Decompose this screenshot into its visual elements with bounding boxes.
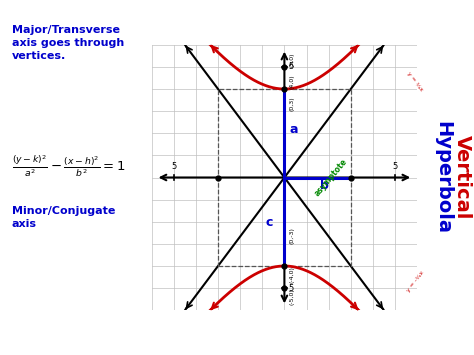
Text: 5: 5	[392, 162, 398, 171]
Text: a: a	[290, 123, 299, 136]
Text: 5: 5	[288, 62, 293, 71]
Text: Major/Transverse
axis goes through
vertices.: Major/Transverse axis goes through verti…	[12, 25, 124, 61]
Text: c: c	[265, 216, 273, 229]
Text: (0,-3): (0,-3)	[290, 227, 295, 244]
Text: Vertical: Vertical	[453, 135, 472, 220]
Text: (-4,0): (-4,0)	[290, 266, 295, 283]
Text: y = ¾x: y = ¾x	[406, 71, 424, 93]
Text: 5: 5	[171, 162, 176, 171]
Text: (4,0): (4,0)	[290, 75, 295, 89]
Text: (5,0): (5,0)	[290, 53, 295, 67]
Text: asymptote: asymptote	[313, 157, 350, 198]
Text: 5: 5	[288, 284, 293, 293]
Text: b: b	[320, 179, 328, 192]
Text: Hyperbola: Hyperbola	[434, 121, 453, 234]
Text: Minor/Conjugate
axis: Minor/Conjugate axis	[12, 206, 115, 229]
Text: $\frac{(y-k)^2}{a^2} - \frac{(x-h)^2}{b^2} = 1$: $\frac{(y-k)^2}{a^2} - \frac{(x-h)^2}{b^…	[12, 153, 125, 179]
Text: y = -¾x: y = -¾x	[406, 269, 425, 293]
Text: (0,3): (0,3)	[290, 97, 295, 111]
Text: (-5,0): (-5,0)	[290, 288, 295, 305]
